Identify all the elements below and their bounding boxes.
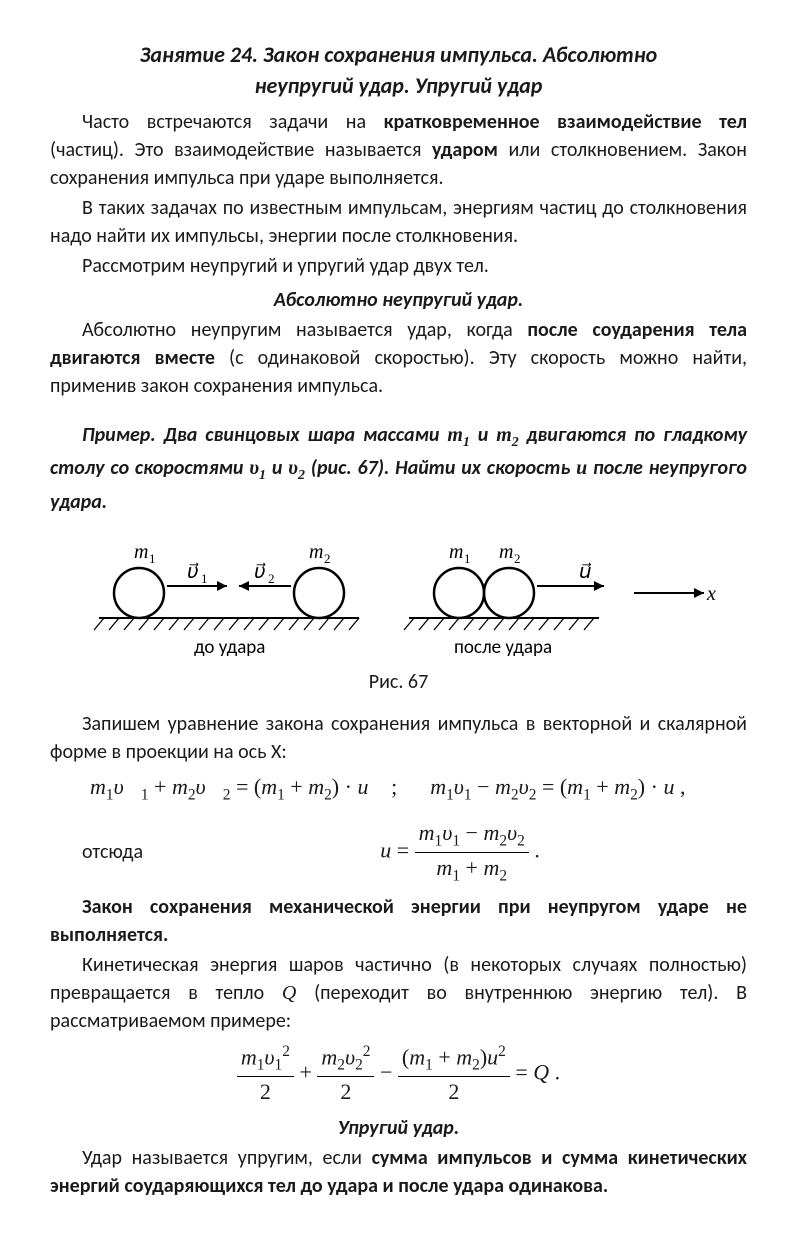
equation-2-row: отсюда u = m1υ1 − m2υ2 m1 + m2 . [50, 812, 747, 893]
svg-text:m: m [449, 541, 463, 563]
subheading-elastic: Упругий удар. [50, 1114, 747, 1142]
para-1: Часто встречаются задачи на кратковремен… [50, 108, 747, 192]
label-before: до удара [194, 636, 265, 658]
para-8: Удар называется упругим, если сумма импу… [50, 1144, 747, 1200]
subheading-inelastic: Абсолютно неупругий удар. [50, 286, 747, 314]
svg-text:m: m [499, 541, 513, 563]
label-after: после удара [454, 636, 552, 658]
para-3: Рассмотрим неупругий и упругий удар двух… [50, 252, 747, 280]
equation-1: m1υ⃗1 + m2υ⃗2 = (m1 + m2) · u⃗ ; m1υ1 − … [50, 772, 747, 806]
svg-text:2: 2 [268, 571, 275, 586]
svg-text:x: x [706, 583, 716, 605]
para-7: Кинетическая энергия шаров частично (в н… [50, 951, 747, 1035]
equation-3: m1υ12 2 + m2υ22 2 − (m1 + m2)u2 2 = Q . [50, 1041, 747, 1108]
para-6: Закон сохранения механической энергии пр… [50, 893, 747, 949]
para-5: Запишем уравнение закона сохранения импу… [50, 710, 747, 766]
figure-caption: Рис. 67 [50, 668, 747, 696]
otsjuda: отсюда [82, 838, 143, 866]
svg-text:υ⃗: υ⃗ [254, 561, 266, 583]
figure-67: m 1 υ⃗ 1 m 2 υ⃗ 2 m 1 m 2 u⃗ x до удара … [50, 538, 747, 658]
title-line1: Занятие 24. Закон сохранения импульса. А… [140, 41, 658, 68]
svg-text:1: 1 [149, 551, 156, 566]
collision-diagram: m 1 υ⃗ 1 m 2 υ⃗ 2 m 1 m 2 u⃗ x до удара … [79, 538, 719, 658]
svg-text:u⃗: u⃗ [579, 561, 592, 583]
para-2: В таких задачах по известным импульсам, … [50, 194, 747, 250]
para-4: Абсолютно неупругим называется удар, ког… [50, 316, 747, 400]
example: Пример. Два свинцовых шара массами m1 и … [50, 420, 747, 518]
svg-text:1: 1 [201, 571, 208, 586]
svg-text:1: 1 [464, 551, 471, 566]
svg-text:m: m [134, 541, 148, 563]
svg-text:2: 2 [324, 551, 331, 566]
equation-2: u = m1υ1 − m2υ2 m1 + m2 . [173, 818, 747, 887]
svg-text:υ⃗: υ⃗ [187, 561, 199, 583]
page-title: Занятие 24. Закон сохранения импульса. А… [50, 40, 747, 102]
svg-text:2: 2 [514, 551, 521, 566]
title-line2: неупругий удар. Упругий удар [255, 72, 543, 99]
svg-text:m: m [309, 541, 323, 563]
